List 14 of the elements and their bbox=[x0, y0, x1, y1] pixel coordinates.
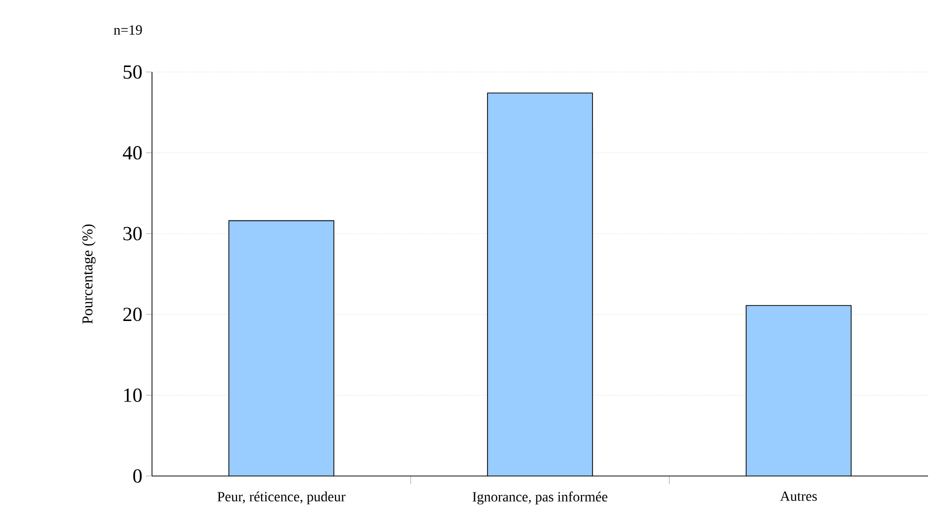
y-tick-label: 50 bbox=[124, 65, 142, 79]
bar bbox=[746, 305, 852, 476]
x-tick-label: Peur, réticence, pudeur bbox=[218, 492, 346, 504]
x-tick-label: Ignorance, pas informée bbox=[472, 492, 608, 504]
y-axis-title: Pourcentage (%) bbox=[82, 224, 96, 324]
bar bbox=[488, 93, 593, 476]
text: n=19 bbox=[114, 25, 142, 35]
y-tick-label: 30 bbox=[123, 226, 142, 240]
bar bbox=[228, 220, 334, 476]
x-tick-label: Autres bbox=[780, 492, 817, 501]
y-tick-label: 10 bbox=[124, 388, 142, 402]
y-tick-label: 0 bbox=[133, 469, 142, 483]
y-tick-label: 40 bbox=[122, 146, 142, 160]
y-tick-label: 20 bbox=[123, 308, 142, 322]
